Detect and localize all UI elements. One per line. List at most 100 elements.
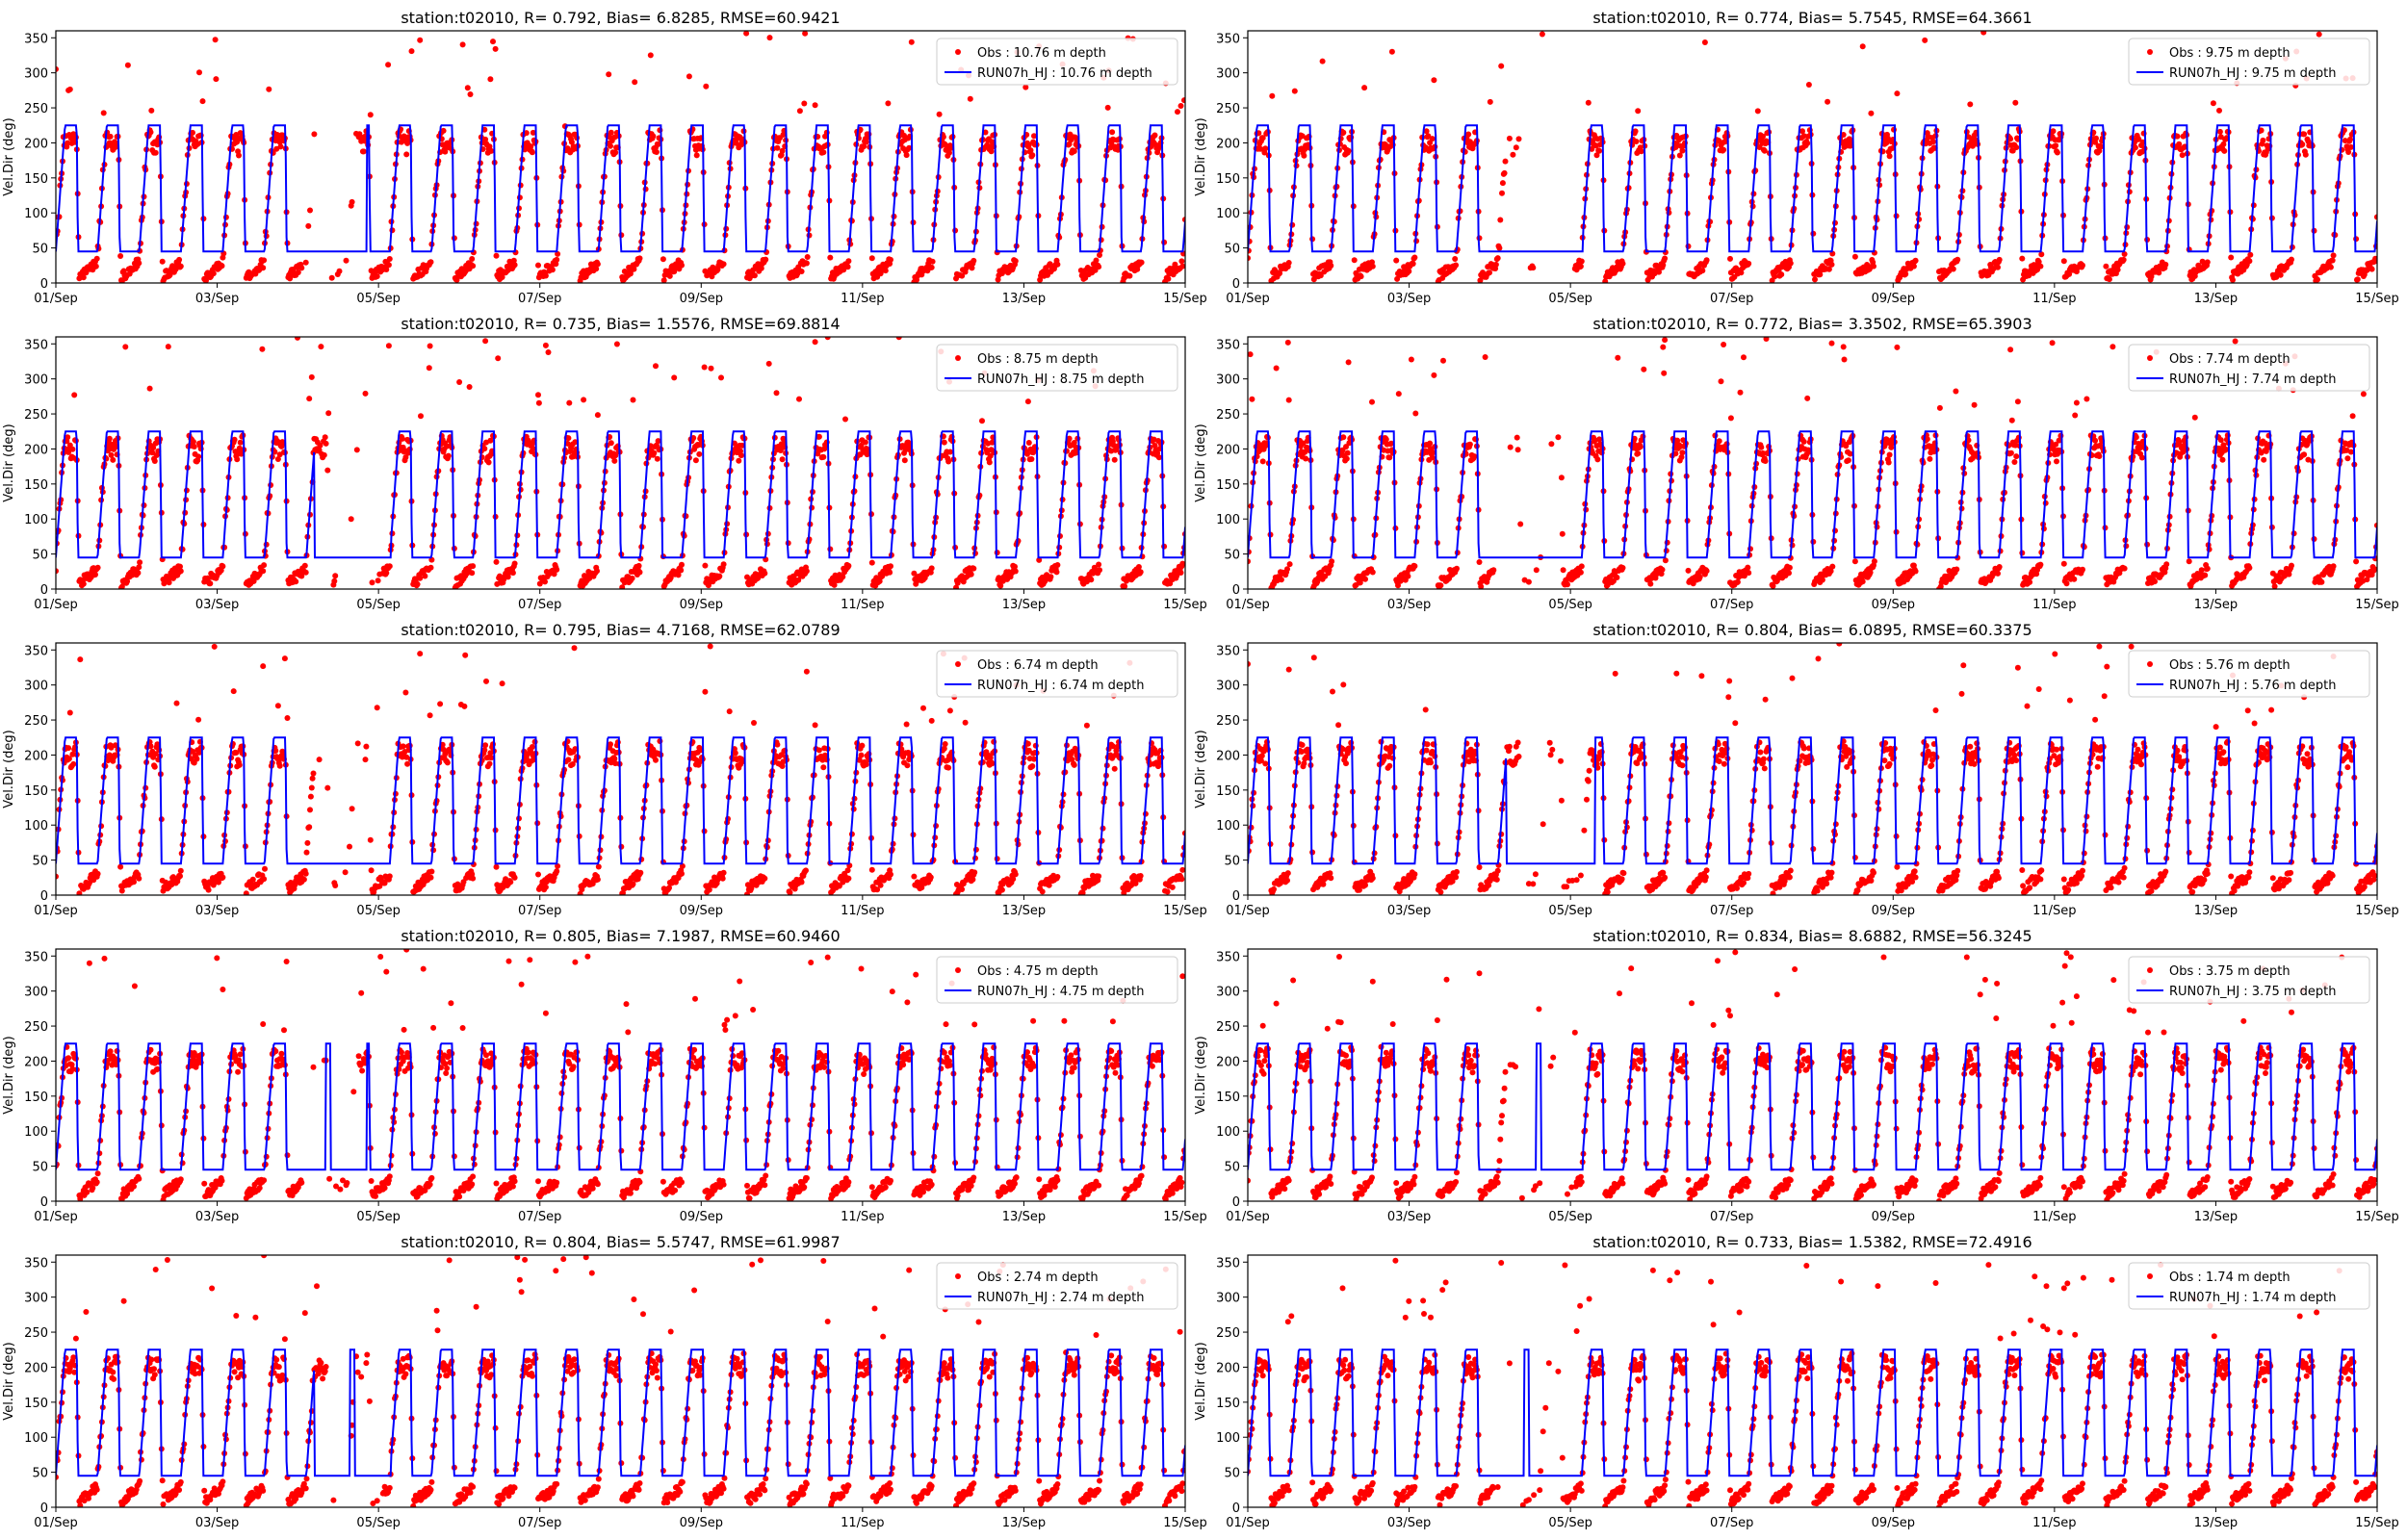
obs-point [630,397,636,403]
obs-point [2098,143,2105,150]
obs-point [1506,135,1513,141]
obs-point [718,374,724,381]
obs-point [523,130,530,137]
obs-point [2054,458,2059,465]
obs-point [1122,583,1128,589]
obs-point [1884,437,1890,443]
obs-point [936,111,943,117]
obs-point [1135,564,1142,570]
obs-point [1027,147,1034,154]
obs-point [2347,143,2354,150]
obs-point [1660,262,1667,269]
obs-point [1301,152,1307,159]
obs-point [1758,444,1765,450]
obs-point [564,145,571,152]
obs-point [1423,128,1430,135]
obs-point [1596,436,1603,443]
obs-point [1386,454,1393,461]
obs-point [2066,270,2073,277]
obs-point [2103,263,2109,270]
obs-point [1345,359,1352,366]
y-tick-label: 50 [1224,243,1240,257]
obs-point [1411,563,1418,570]
panel-title: station:t02010, R= 0.735, Bias= 1.5576, … [401,315,840,333]
x-tick-label: 09/Sep [680,292,723,306]
obs-point [692,457,699,464]
obs-point [636,255,643,262]
obs-point [1452,256,1459,262]
obs-point [1888,444,1895,450]
obs-point [1490,567,1497,574]
legend-box [2128,38,2370,86]
obs-point [417,37,424,43]
obs-point [606,71,612,78]
obs-point [1405,573,1411,579]
obs-point [2228,254,2235,261]
obs-point [608,129,614,136]
obs-point [763,256,769,263]
obs-point [574,135,581,141]
obs-point [758,265,764,271]
obs-point [399,435,405,442]
obs-point [2210,100,2216,107]
obs-point [632,79,638,86]
obs-point [798,269,805,274]
obs-point [2072,412,2079,419]
obs-point [2372,255,2377,262]
obs-point [321,451,327,458]
legend-obs-marker [2147,49,2153,55]
obs-point [1300,440,1307,447]
obs-point [1805,82,1812,88]
obs-point [146,385,153,392]
obs-point [594,261,601,268]
obs-point [971,565,977,572]
obs-point [427,564,434,571]
obs-point [528,143,534,150]
obs-point [136,564,142,571]
obs-point [2368,266,2375,272]
obs-point [353,447,360,453]
obs-point [56,568,59,575]
obs-point [738,452,744,459]
obs-point [509,570,516,577]
obs-point [1819,577,1825,583]
obs-point [1723,441,1730,448]
obs-point [1912,568,1919,575]
obs-point [1924,436,1930,443]
obs-point [1703,257,1710,264]
obs-point [655,438,661,445]
obs-point [386,563,393,570]
obs-point [820,453,827,460]
obs-point [1328,263,1334,269]
obs-point [535,262,541,269]
obs-point [466,384,473,390]
obs-point [1167,580,1174,587]
obs-point [1995,264,2001,270]
obs-point [1615,354,1621,361]
obs-point [1638,148,1644,155]
obs-point [1406,268,1412,274]
obs-point [234,456,241,463]
obs-point [196,69,202,76]
obs-point [1950,266,1956,272]
x-tick-label: 05/Sep [356,292,400,306]
obs-point [1847,450,1853,457]
obs-point [220,563,226,570]
plot-area [1248,337,2377,589]
obs-point [1152,132,1158,139]
obs-point [1746,570,1752,577]
obs-point [1431,77,1437,84]
obs-point [1825,266,1832,272]
obs-point [1499,190,1505,196]
obs-point [1851,253,1858,260]
obs-point [2133,434,2139,441]
obs-point [1284,339,1291,346]
obs-point [2022,574,2029,580]
obs-point [1840,132,1847,138]
obs-point [1886,153,1893,160]
obs-point [470,563,477,570]
obs-point [986,459,993,466]
obs-point [1912,257,1919,264]
obs-point [1635,450,1642,457]
obs-point [1871,263,1876,270]
